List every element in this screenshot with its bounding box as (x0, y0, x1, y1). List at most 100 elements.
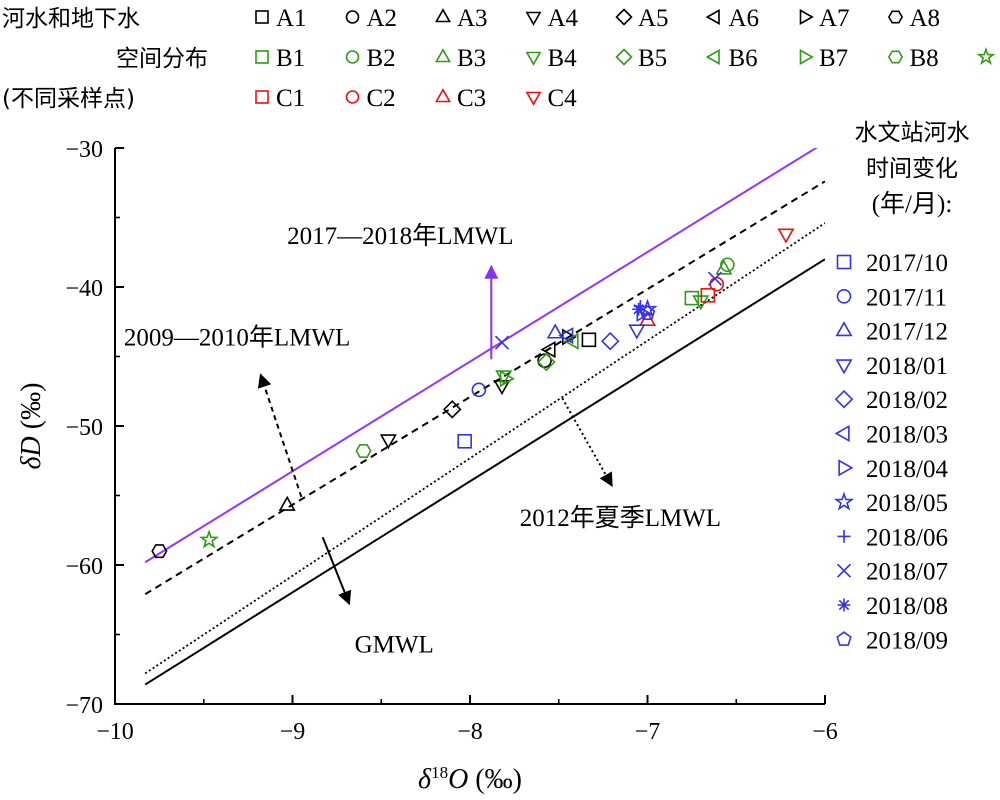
legend-marker-C4 (525, 91, 542, 106)
legend-marker-B5 (615, 48, 633, 66)
legend-label-C3: C3 (457, 85, 486, 112)
time-legend-label: 2018/07 (866, 559, 948, 586)
legend-label-A2: A2 (367, 5, 398, 32)
point-2018/01 (628, 324, 646, 340)
data-points (151, 228, 795, 559)
time-legend-label: 2017/10 (866, 250, 948, 277)
legend-label-A6: A6 (729, 5, 760, 32)
annotation-label: 2009—2010年LMWL (124, 323, 350, 351)
time-legend-label: 2017/11 (866, 284, 947, 311)
x-axis-label: δ18O (‰) (418, 763, 522, 795)
time-legend-marker-2018/08 (837, 598, 851, 612)
point-2017/12 (546, 323, 564, 339)
time-legend-label: 2018/04 (866, 456, 948, 483)
legend-label-B4: B4 (548, 45, 578, 72)
point-A4 (379, 434, 397, 450)
time-legend-title: 水文站河水 (855, 120, 970, 146)
annotation-label: 2017—2018年LMWL (287, 222, 513, 250)
point-2017/10 (457, 433, 472, 449)
point-2018/09 (639, 305, 656, 320)
x-tick-label: −6 (812, 719, 838, 745)
line-lmwl-2012-summer (144, 222, 825, 675)
time-legend-marker-2017/11 (836, 288, 852, 304)
legend-group-label: 河水和地下水 (2, 6, 140, 32)
legend-marker-B2 (345, 50, 360, 64)
legend-marker-A3 (435, 8, 451, 23)
legend-label-B7: B7 (819, 45, 848, 72)
top-legend: 河水和地下水 A1 A2 A3 A4 A5 A6 A7 A8 空间分布 B1 B2 B3 B4 B5 B6 B7… (2, 5, 996, 112)
point-B6 (563, 332, 579, 350)
legend-marker-B1 (255, 50, 269, 64)
legend-label-B3: B3 (457, 45, 486, 72)
x-tick-label: −10 (96, 719, 134, 745)
point-C4 (777, 228, 795, 244)
y-tick-label: −70 (65, 693, 103, 719)
time-legend-label: 2018/02 (866, 387, 948, 414)
point-A2 (537, 353, 552, 368)
point-B9 (199, 529, 220, 549)
point-A6 (540, 341, 556, 359)
legend-group-label: (不同采样点) (2, 86, 135, 112)
legend-label-B5: B5 (638, 45, 667, 72)
legend-label-A7: A7 (819, 5, 850, 32)
time-legend-label: 2018/09 (866, 627, 948, 654)
legend-label-B2: B2 (367, 45, 396, 72)
legend-marker-C2 (345, 90, 360, 104)
point-2018/02 (600, 331, 620, 351)
legend-label-B8: B8 (910, 45, 939, 72)
legend-marker-A6 (705, 9, 720, 25)
line-gmwl (144, 258, 825, 686)
point-B2 (720, 257, 735, 273)
y-tick-label: −60 (65, 554, 103, 580)
legend-label-B1: B1 (276, 45, 305, 72)
time-legend-label: 2018/01 (866, 353, 948, 380)
legend-marker-B8 (887, 50, 904, 64)
point-A1 (581, 332, 597, 348)
legend-label-B6: B6 (729, 45, 758, 72)
y-tick-label: −30 (65, 137, 103, 163)
y-tick-label: −50 (65, 415, 103, 441)
x-tick-label: −8 (457, 719, 483, 745)
legend-marker-C1 (255, 90, 269, 104)
legend-label-C2: C2 (367, 85, 396, 112)
legend-group-label: 空间分布 (116, 46, 208, 72)
legend-marker-B6 (705, 49, 720, 65)
legend-marker-B7 (799, 49, 814, 65)
y-axis-label: δD (‰) (16, 383, 47, 470)
legend-marker-A8 (887, 10, 904, 24)
time-legend-marker-2018/07 (836, 563, 852, 578)
legend-marker-B3 (435, 48, 451, 63)
annotation-arrow (561, 397, 613, 487)
legend-marker-B9 (976, 47, 996, 66)
legend-marker-A5 (615, 8, 633, 26)
point-B8 (355, 444, 372, 459)
legend-marker-C3 (435, 88, 451, 103)
time-legend-marker-2017/12 (835, 321, 853, 337)
point-2017/11 (471, 382, 487, 398)
time-legend-label: 2018/05 (866, 490, 948, 517)
time-legend-label: 2018/08 (866, 593, 948, 620)
time-legend-marker-2018/05 (833, 491, 855, 511)
legend-label-A4: A4 (548, 5, 579, 32)
line-lmwl-2017-2018 (144, 148, 818, 564)
point-B5 (537, 352, 556, 372)
point-2018/03 (558, 327, 574, 345)
point-A8 (151, 544, 168, 559)
point-B1 (684, 290, 700, 306)
legend-label-A5: A5 (638, 5, 669, 32)
legend-marker-A7 (799, 9, 814, 25)
point-C1 (700, 288, 716, 303)
time-legend-label: 2018/03 (866, 422, 948, 449)
point-2018/08 (632, 302, 646, 316)
time-legend-title: 时间变化 (866, 156, 958, 182)
time-legend-marker-2018/02 (834, 389, 854, 409)
time-legend-marker-2018/04 (838, 459, 854, 477)
annotation-arrow (257, 373, 303, 498)
legend-marker-A4 (525, 11, 542, 26)
x-tick-label: −9 (280, 719, 306, 745)
time-legend-marker-2018/06 (837, 529, 851, 543)
annotation-arrow (321, 536, 352, 606)
time-legend-marker-2018/03 (834, 424, 850, 443)
